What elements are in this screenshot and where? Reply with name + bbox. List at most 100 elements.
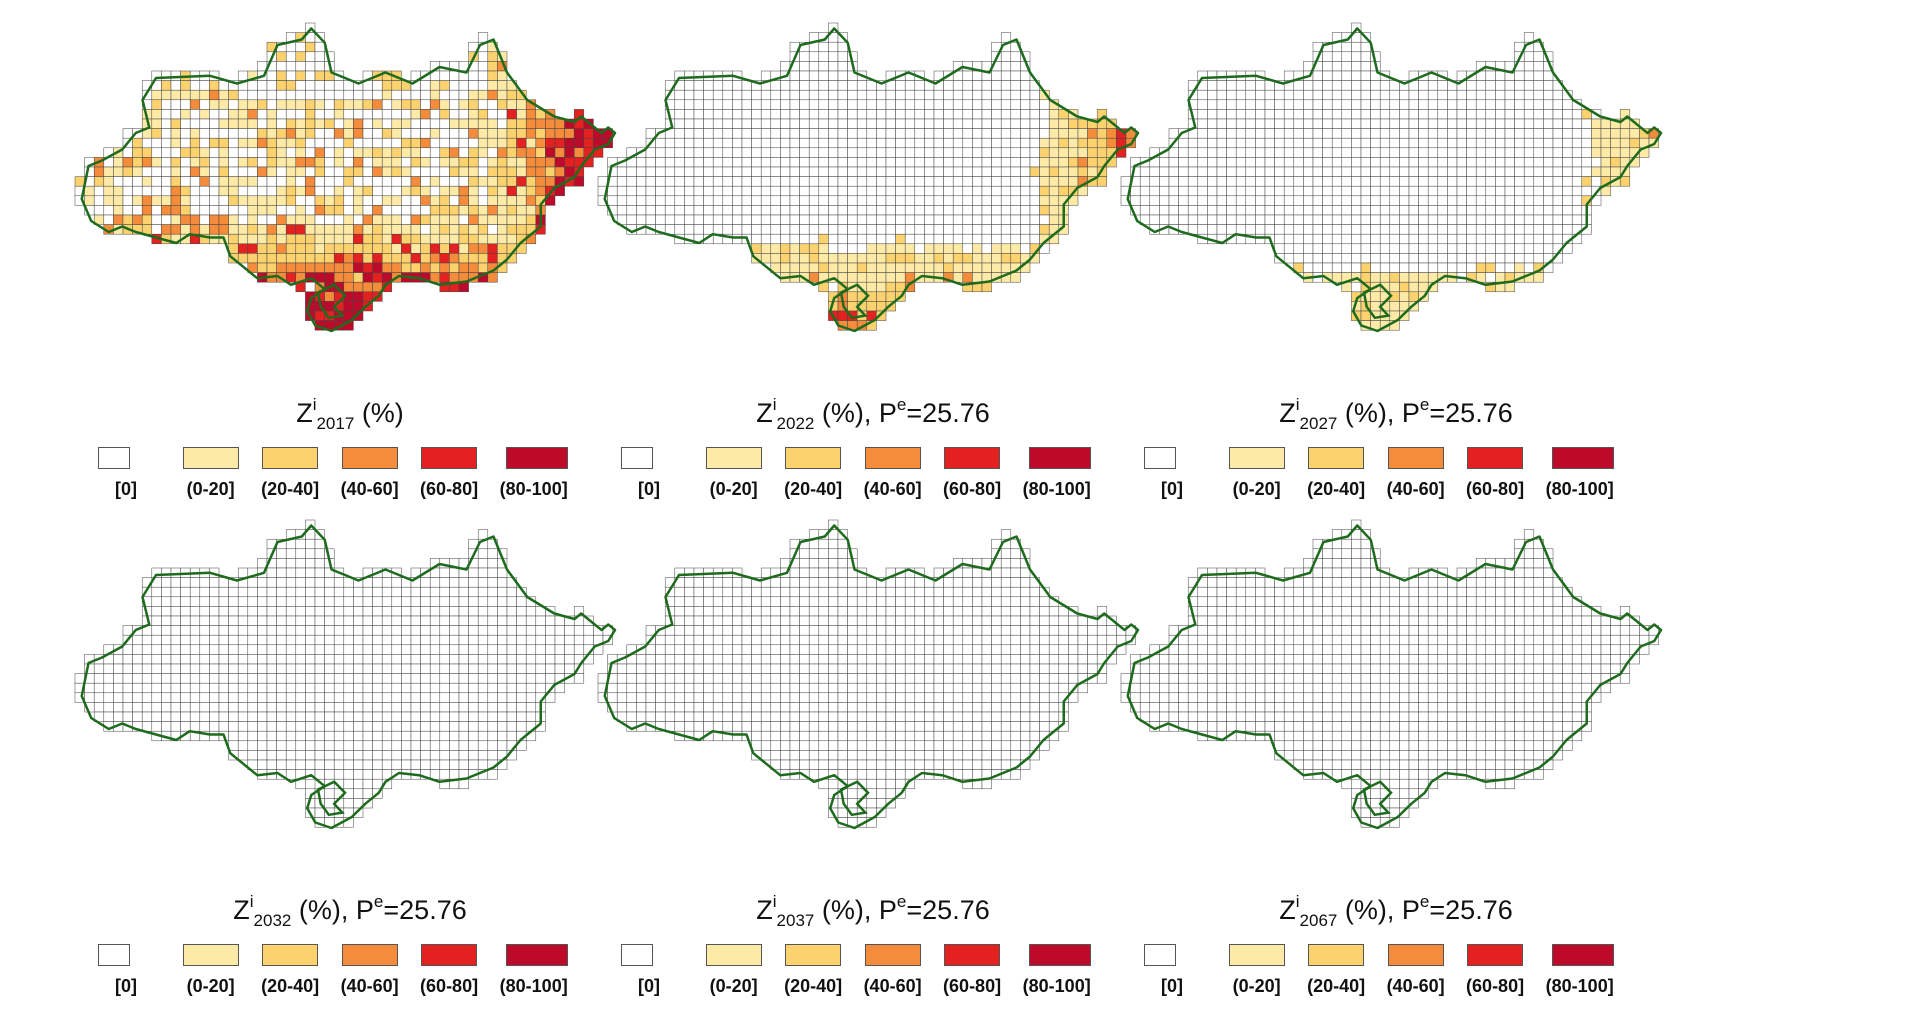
grid-cell [664, 224, 676, 235]
grid-cell [218, 176, 229, 187]
grid-cell [189, 137, 201, 149]
grid-cell [1029, 682, 1040, 694]
grid-cell [741, 195, 752, 206]
grid-cell [770, 606, 781, 617]
grid-cell [684, 118, 695, 129]
grid-cell [952, 157, 964, 168]
grid-cell [1504, 233, 1515, 245]
grid-cell [257, 702, 268, 713]
grid-cell [276, 176, 287, 187]
grid-cell [1370, 233, 1381, 245]
grid-cell [1466, 253, 1477, 264]
grid-cell [362, 586, 373, 598]
grid-cell [391, 673, 402, 684]
grid-cell [895, 596, 906, 607]
grid-cell [1197, 185, 1208, 197]
grid-cell [1475, 118, 1487, 129]
grid-cell [1351, 157, 1362, 168]
grid-cell [1010, 577, 1021, 588]
grid-cell [1552, 128, 1563, 139]
grid-cell [449, 128, 460, 139]
grid-cell [808, 137, 820, 149]
grid-cell [372, 692, 383, 703]
grid-cell [655, 195, 666, 206]
grid-cell [712, 185, 724, 197]
grid-cell [1039, 711, 1050, 722]
grid-cell [1408, 253, 1419, 264]
grid-cell [1389, 118, 1400, 129]
grid-cell [866, 176, 877, 187]
grid-cell [933, 128, 944, 139]
grid-cell [904, 262, 916, 273]
grid-cell [799, 243, 810, 254]
grid-cell [324, 80, 335, 91]
grid-cell [1029, 157, 1040, 168]
grid-cell [429, 233, 441, 245]
grid-cell [770, 673, 781, 684]
grid-cell [122, 711, 133, 722]
grid-cell [1447, 195, 1458, 206]
grid-cell [161, 654, 172, 665]
grid-cell [952, 262, 964, 273]
grid-cell [818, 243, 829, 254]
grid-cell [828, 80, 839, 91]
grid-cell [952, 577, 964, 588]
grid-cell [535, 166, 546, 177]
grid-cell [904, 663, 916, 674]
grid-cell [837, 606, 848, 617]
grid-cell [952, 214, 964, 225]
grid-cell [497, 740, 508, 751]
grid-cell [477, 615, 489, 626]
grid-cell [429, 682, 441, 694]
grid-cell [1514, 224, 1525, 235]
grid-cell [962, 663, 973, 674]
grid-cell [468, 109, 479, 120]
grid-cell [381, 596, 393, 607]
grid-cell [439, 702, 450, 713]
grid-cell [391, 596, 402, 607]
grid-cell [914, 214, 925, 225]
grid-cell [554, 137, 565, 149]
grid-cell [468, 185, 479, 197]
grid-cell [314, 147, 325, 158]
grid-cell [828, 625, 839, 636]
legend-label: [0] [1161, 479, 1183, 499]
grid-cell [151, 89, 162, 101]
grid-cell [372, 682, 383, 694]
grid-cell [458, 606, 469, 617]
grid-cell [914, 224, 925, 235]
grid-cell [1000, 32, 1012, 43]
grid-cell [285, 128, 297, 139]
grid-cell [295, 692, 306, 703]
grid-cell [1235, 205, 1247, 216]
grid-cell [1533, 109, 1544, 120]
grid-cell [664, 147, 676, 158]
grid-cell [981, 80, 992, 91]
grid-cell [991, 586, 1002, 598]
grid-cell [122, 682, 133, 694]
grid-cell [93, 682, 105, 694]
grid-cell [828, 673, 839, 684]
grid-cell [1552, 89, 1563, 101]
grid-cell [343, 682, 354, 694]
grid-cell [1139, 166, 1151, 177]
grid-cell [636, 654, 647, 665]
grid-cell [703, 118, 714, 129]
grid-cell [924, 663, 935, 674]
grid-cell [324, 205, 335, 216]
grid-cell [266, 185, 277, 197]
grid-cell [1447, 109, 1458, 120]
grid-cell [170, 654, 181, 665]
grid-cell [209, 224, 220, 235]
grid-cell [866, 137, 877, 149]
grid-cell [952, 654, 964, 665]
grid-cell [866, 262, 877, 273]
grid-cell [295, 262, 306, 273]
grid-cell [1331, 205, 1343, 216]
grid-cell [506, 730, 517, 742]
grid-cell [132, 692, 143, 703]
grid-cell [1495, 99, 1506, 110]
grid-cell [732, 205, 743, 216]
grid-cell [295, 673, 306, 684]
grid-cell [353, 615, 364, 626]
